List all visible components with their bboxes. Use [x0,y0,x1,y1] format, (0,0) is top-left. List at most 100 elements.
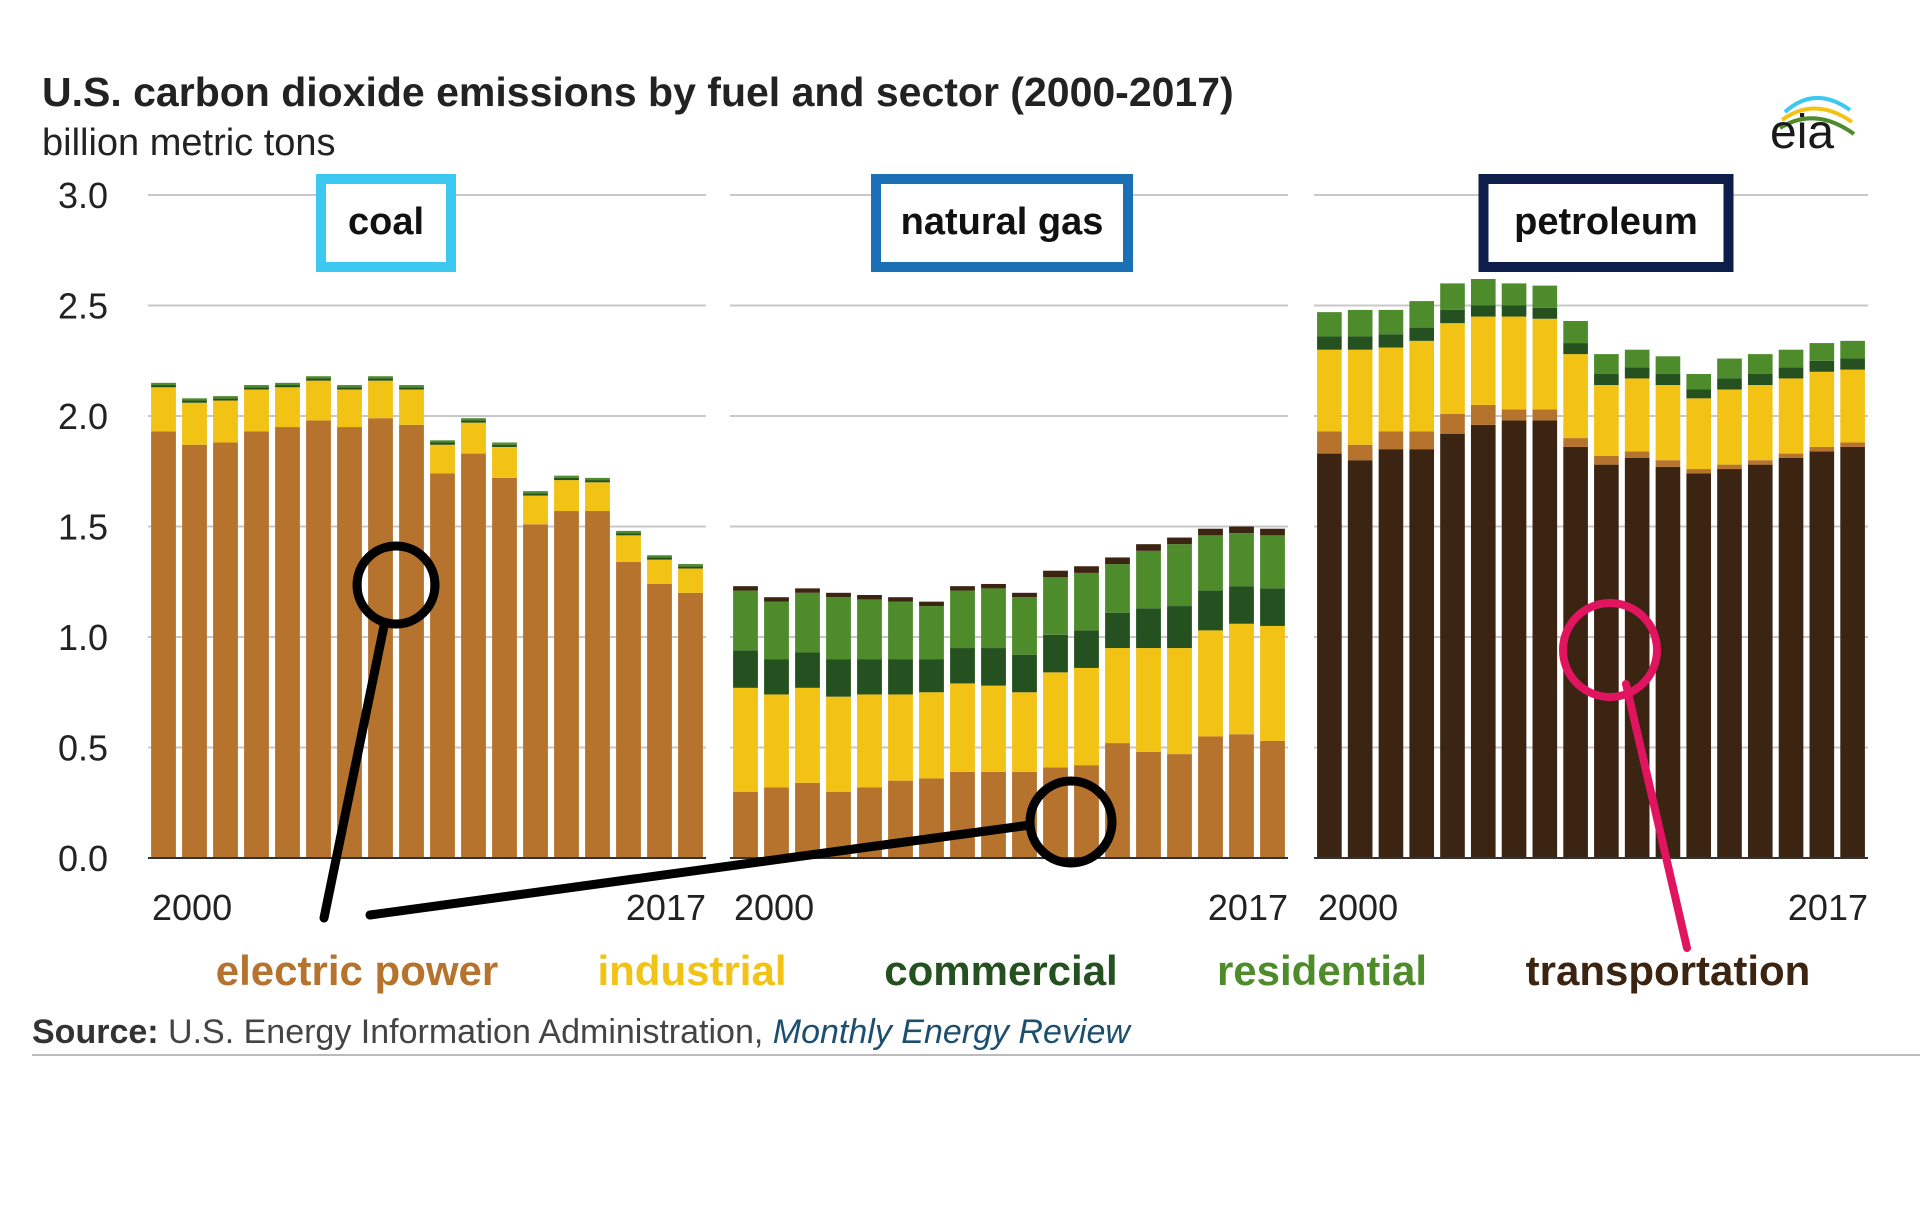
bar-segment [1043,577,1068,635]
bar-segment [523,493,548,496]
bar-segment [1594,464,1619,858]
bar-segment [1840,369,1865,443]
bar-segment [1686,389,1712,399]
bar-segment [554,477,579,481]
bar-segment [151,385,176,388]
callout-line-gas [365,820,1035,920]
bar-segment [1229,533,1254,587]
bar-segment [1347,336,1373,350]
bar-segment [492,446,517,478]
bar-segment [950,771,975,858]
bar-segment [1686,473,1712,858]
bar-segment [1043,634,1068,673]
eia-logo: eia [1770,96,1856,159]
bar-segment [1105,564,1130,613]
bar-segment [1167,754,1192,858]
bar-segment [1655,374,1681,386]
bar-segment [950,590,975,649]
bar-segment [1012,592,1037,598]
bar-segment [733,586,758,591]
bar-segment [182,402,207,445]
fuel-label: natural gas [901,201,1104,243]
callout-circle-coal [352,541,440,629]
bar-segment [1260,625,1285,741]
bar-segment [554,475,579,478]
bar-segment [1409,449,1435,858]
bar-segment [523,524,548,858]
bar-segment [981,685,1006,772]
bar-segment [399,389,424,425]
callout-circle-petroleum [1559,599,1661,701]
bar-segment [1198,535,1223,591]
source-label: Source: [32,1013,159,1051]
bar-segment [1624,451,1650,458]
bar-segment [1809,371,1835,447]
bar-segment [1655,385,1681,461]
bar-segment [554,511,579,858]
bar-segment [337,389,362,428]
bar-segment [678,564,703,567]
bar-segment [919,692,944,779]
chart-title: U.S. carbon dioxide emissions by fuel an… [42,69,1234,115]
bar-segment [950,648,975,684]
bar-segment [647,557,672,560]
source-text: U.S. Energy Information Administration, [159,1013,773,1051]
bar-segment [1136,751,1161,858]
bar-segment [1563,343,1588,355]
bar-segment [275,382,300,386]
bar-segment [275,387,300,428]
bar-segment [950,683,975,772]
y-tick-label: 1.5 [58,507,108,548]
bar-segment [399,424,424,858]
x-tick-label-end: 2017 [626,887,706,928]
bar-segment [1624,349,1650,368]
bar-segment [430,442,455,445]
bar-segment [1198,630,1223,737]
bar-segment [1501,316,1527,410]
source-line: Source: U.S. Energy Information Administ… [32,1013,1132,1051]
source-publication[interactable]: Monthly Energy Review [773,1013,1133,1051]
x-tick-label-end: 2017 [1788,887,1868,928]
bar-segment [857,694,882,788]
bar-segment [795,652,820,688]
bar-segment [1778,457,1804,858]
bar-segment [1717,389,1742,465]
bar-segment [244,385,269,388]
bar-segment [1440,433,1465,858]
callout-circle-gas [1025,776,1117,868]
bar-segment [733,687,758,792]
bar-segment [764,601,789,660]
bar-segment [1624,378,1650,452]
bar-segment [1686,469,1712,474]
bar-segment [1717,464,1742,470]
bar-segment [1563,320,1588,344]
bar-segment [1717,469,1742,858]
bar-segment [1778,378,1804,454]
bar-segment [1594,455,1619,465]
fuel-label-box [316,174,456,272]
bar-segment [678,566,703,569]
bar-segment [857,659,882,695]
bar-segment [1378,309,1404,335]
bar-segment [1260,740,1285,858]
bar-segment [523,491,548,494]
bar-segment [1260,535,1285,589]
bar-segment [857,599,882,660]
bar-segment [399,385,424,388]
bar-segment [1260,528,1285,536]
bar-segment [492,442,517,445]
y-tick-label: 0.0 [58,838,108,879]
bar-segment [1440,413,1465,434]
bar-segment [888,694,913,781]
bar-segment [795,687,820,783]
bar-segment [275,385,300,388]
bar-segment [1686,398,1712,470]
bar-segment [616,535,641,562]
bar-segment [430,473,455,858]
bar-segment [492,477,517,858]
bar-segment [430,444,455,474]
legend-item: industrial [597,947,786,994]
bar-segment [213,398,238,401]
